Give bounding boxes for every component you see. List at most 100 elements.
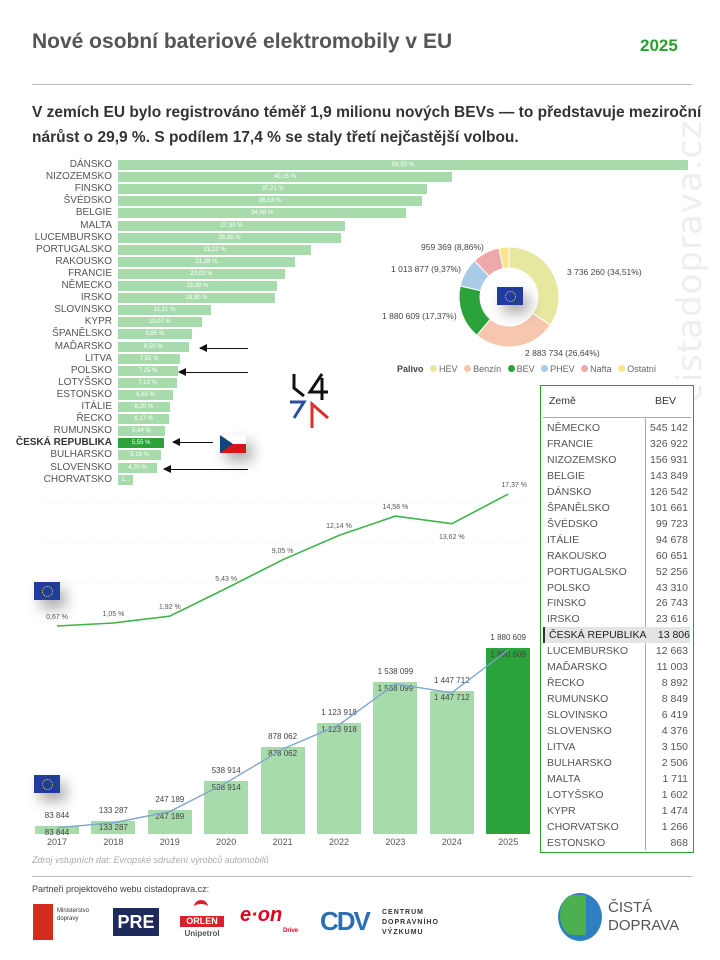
line-point[interactable] <box>56 625 59 628</box>
table-row[interactable]: ESTONSKO 868 <box>543 835 688 851</box>
year-bar[interactable] <box>373 681 418 834</box>
table-row[interactable]: FINSKO 26 743 <box>543 595 688 611</box>
bar[interactable]: 19,08 % <box>118 281 277 291</box>
line-point[interactable] <box>394 515 397 518</box>
table-row[interactable]: CHORVATSKO 1 266 <box>543 819 688 835</box>
table-row[interactable]: NIZOZEMSKO 156 931 <box>543 452 688 468</box>
bar[interactable]: 7,12 % <box>118 377 178 388</box>
table-row[interactable]: NĚMECKO 545 142 <box>543 420 688 436</box>
table-row[interactable]: POLSKO 43 310 <box>543 580 688 596</box>
year-bar[interactable] <box>317 722 361 834</box>
bar[interactable]: 37,21 % <box>118 184 428 195</box>
legend-item-phev[interactable]: PHEV <box>541 364 575 374</box>
column-header-bev[interactable]: BEV <box>655 395 677 407</box>
table-row[interactable]: LUCEMBURSKO 12 663 <box>543 643 688 659</box>
table-row[interactable]: BELGIE 143 849 <box>543 468 688 484</box>
bar[interactable]: 1... <box>118 474 133 485</box>
year-bar[interactable] <box>35 825 79 834</box>
x-tick-label: 2020 <box>216 837 237 847</box>
country-cell: BELGIE <box>547 469 585 482</box>
bar-label: ŠPANĚLSKO <box>52 328 112 340</box>
table-row[interactable]: FRANCIE 326 922 <box>543 436 688 452</box>
bar[interactable]: 8,50 % <box>118 341 189 352</box>
year-bar[interactable] <box>260 747 305 834</box>
bar[interactable]: 6,17 % <box>118 414 170 425</box>
table-row[interactable]: ŘECKO 8 892 <box>543 675 688 691</box>
table-row[interactable]: LITVA 3 150 <box>543 739 688 755</box>
x-tick-label: 2023 <box>385 837 406 847</box>
bar[interactable]: 23,22 % <box>118 244 312 255</box>
country-cell: KYPR <box>547 804 576 817</box>
country-cell: BULHARSKO <box>547 756 612 769</box>
bar[interactable]: 21,28 % <box>118 256 295 267</box>
cdv-logo[interactable]: CDV CENTRUM DOPRAVNÍHO VÝZKUMU <box>320 906 439 936</box>
table-row[interactable]: DÁNSKO 126 542 <box>543 484 688 500</box>
bar[interactable]: 34,68 % <box>118 208 407 219</box>
bar[interactable]: 8,85 % <box>118 329 192 340</box>
table-row[interactable]: BULHARSKO 2 506 <box>543 755 688 771</box>
bev-cell: 1 711 <box>662 772 689 785</box>
legend-item-hev[interactable]: HEV <box>430 364 458 374</box>
year-bar[interactable] <box>429 690 474 834</box>
line-point[interactable] <box>112 621 115 624</box>
legend-item-bev[interactable]: BEV <box>507 364 535 374</box>
table-row[interactable]: MAĎARSKO 11 003 <box>543 659 688 675</box>
line-point[interactable] <box>338 534 341 537</box>
line-point[interactable] <box>507 493 510 496</box>
table-row[interactable]: ČESKÁ REPUBLIKA 13 806 <box>543 627 690 644</box>
pie-slice[interactable] <box>498 246 510 270</box>
cista-doprava-logo[interactable]: ČISTÁ DOPRAVA <box>558 893 698 941</box>
year-bar[interactable] <box>147 809 192 834</box>
bar[interactable]: 26,85 % <box>118 232 342 243</box>
bar[interactable]: 20,03 % <box>118 268 285 279</box>
table-row[interactable]: ITÁLIE 94 678 <box>543 532 688 548</box>
table-row[interactable]: SLOVINSKO 6 419 <box>543 707 688 723</box>
bar[interactable]: 36,53 % <box>118 196 422 207</box>
bar[interactable]: 7,51 % <box>118 353 181 364</box>
table-row[interactable]: LOTYŠSKO 1 602 <box>543 787 688 803</box>
table-row[interactable]: PORTUGALSKO 52 256 <box>543 564 688 580</box>
registrations-trend-line <box>56 649 509 829</box>
bev-cell: 143 849 <box>650 469 688 482</box>
czech-flag-icon <box>220 435 246 453</box>
bar-value-label: 1 447 712 <box>434 675 470 685</box>
orlen-logo[interactable]: ORLEN Unipetrol <box>180 900 224 942</box>
bar[interactable]: 6,65 % <box>118 389 174 400</box>
table-row[interactable]: KYPR 1 474 <box>543 803 688 819</box>
legend-item-benzin[interactable]: Benzín <box>464 364 501 374</box>
legend-item-nafta[interactable]: Nafta <box>581 364 612 374</box>
bar[interactable]: 5,64 % <box>118 426 165 437</box>
line-point[interactable] <box>225 587 228 590</box>
ministry-logo[interactable]: Ministerstvo dopravy <box>33 904 93 940</box>
line-point[interactable] <box>168 615 171 618</box>
bar[interactable]: 10,07 % <box>118 317 202 328</box>
table-row[interactable]: MALTA 1 711 <box>543 771 688 787</box>
pre-logo[interactable]: PRE <box>113 908 159 936</box>
x-tick-label: 2022 <box>328 837 350 847</box>
eon-logo[interactable]: e·on Drive <box>240 904 298 934</box>
bar[interactable]: 68,53 % <box>118 160 688 170</box>
bar[interactable]: 40,15 % <box>118 172 452 183</box>
table-row[interactable]: RAKOUSKO 60 651 <box>543 548 688 564</box>
table-row[interactable]: ŠVÉDSKO 99 723 <box>543 516 688 532</box>
table-row[interactable]: RUMUNSKO 8 849 <box>543 691 688 707</box>
country-cell: ŘECKO <box>547 677 585 690</box>
table-row[interactable]: IRSKO 23 616 <box>543 611 688 627</box>
legend-item-ostatni[interactable]: Ostatní <box>618 364 656 374</box>
line-value-label: 5,43 % <box>215 576 238 584</box>
column-header-country[interactable]: Země <box>549 395 576 407</box>
bar[interactable]: 5,19 % <box>118 450 162 461</box>
line-point[interactable] <box>281 558 284 561</box>
table-row[interactable]: ŠPANĚLSKO 101 661 <box>543 500 688 516</box>
bar[interactable]: 6,20 % <box>118 402 170 412</box>
bar-value-label: 8,85 % <box>145 331 165 338</box>
line-point[interactable] <box>450 522 453 525</box>
table-row[interactable]: SLOVENSKO 4 376 <box>543 723 688 739</box>
bar[interactable]: 18,90 % <box>118 293 276 304</box>
bar[interactable]: 4,70 % <box>118 462 158 473</box>
bar[interactable]: 5,55 % <box>118 438 165 449</box>
bar[interactable]: 11,21 % <box>118 305 212 316</box>
bar[interactable]: 7,25 % <box>118 365 179 376</box>
bar[interactable]: 27,30 % <box>118 220 346 231</box>
year-bar[interactable] <box>486 648 531 834</box>
